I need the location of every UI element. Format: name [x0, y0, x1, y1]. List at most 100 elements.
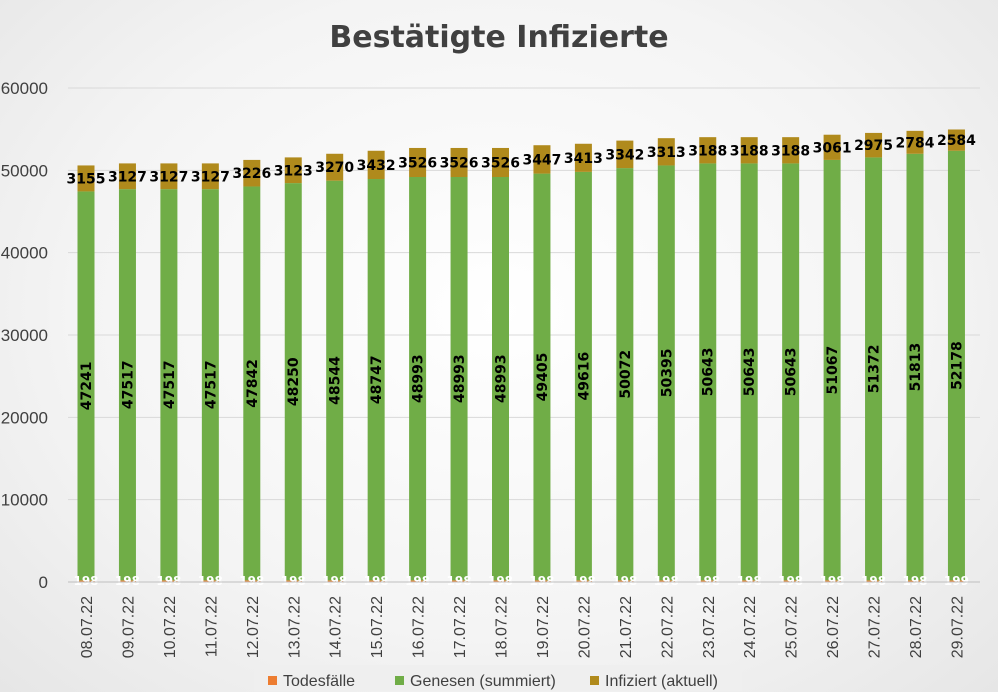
data-label-infiziert: 3526	[398, 155, 437, 171]
bar-infiziert	[367, 150, 385, 180]
legend: Todesfälle Genesen (summiert) Infiziert (a…	[254, 665, 742, 691]
data-label-infiziert: 3413	[564, 151, 603, 167]
data-label-infiziert: 3127	[108, 169, 147, 185]
data-label-todesfaelle: 198	[447, 574, 472, 588]
data-label-infiziert: 3188	[771, 143, 810, 159]
bar-todesfaelle	[201, 580, 219, 582]
bar-genesen	[450, 176, 468, 581]
bar-genesen	[616, 168, 634, 581]
x-tick-label: 12.07.22	[245, 596, 262, 658]
bar-todesfaelle	[409, 580, 427, 582]
data-label-genesen: 51067	[825, 346, 841, 395]
legend-box	[254, 665, 742, 691]
data-label-todesfaelle: 198	[322, 574, 347, 588]
bar-todesfaelle	[77, 580, 95, 582]
data-label-genesen: 48993	[411, 354, 427, 403]
y-tick-label: 60000	[1, 79, 48, 98]
legend-label: Infiziert (aktuell)	[605, 673, 718, 690]
data-label-todesfaelle: 198	[612, 574, 637, 588]
legend-label: Genesen (summiert)	[410, 673, 556, 690]
y-tick-label: 10000	[1, 491, 48, 510]
x-tick-label: 17.07.22	[452, 596, 469, 658]
data-label-todesfaelle: 198	[198, 574, 223, 588]
x-tick-label: 13.07.22	[286, 596, 303, 658]
x-tick-label: 29.07.22	[949, 596, 966, 658]
data-label-genesen: 50643	[701, 348, 717, 397]
bar-genesen	[740, 163, 758, 581]
bar-todesfaelle	[947, 580, 965, 582]
data-label-infiziert: 3313	[647, 145, 686, 161]
data-label-genesen: 47842	[245, 359, 261, 408]
bar-todesfaelle	[284, 580, 302, 582]
data-label-todesfaelle: 198	[820, 574, 845, 588]
data-label-genesen: 51372	[867, 345, 883, 394]
data-label-genesen: 50643	[784, 348, 800, 397]
data-label-todesfaelle: 198	[571, 574, 596, 588]
bar-genesen	[906, 153, 924, 581]
bar-infiziert	[740, 137, 758, 164]
data-label-todesfaelle: 198	[239, 574, 264, 588]
x-tick-label: 27.07.22	[867, 596, 884, 658]
bar-genesen	[118, 189, 136, 581]
data-label-todesfaelle: 198	[115, 574, 140, 588]
x-tick-label: 25.07.22	[784, 596, 801, 658]
bar-infiziert	[284, 157, 302, 184]
bar-infiziert	[823, 134, 841, 160]
data-label-genesen: 50072	[618, 350, 634, 399]
grid	[68, 87, 980, 583]
bar-genesen	[284, 183, 302, 581]
bar-genesen	[699, 163, 717, 581]
bar-genesen	[326, 180, 344, 581]
bar-infiziert	[492, 147, 509, 177]
data-label-todesfaelle: 198	[695, 574, 720, 588]
bar-genesen	[492, 176, 509, 581]
bar-infiziert	[533, 145, 551, 174]
bar-infiziert	[243, 159, 261, 187]
bar-todesfaelle	[865, 580, 883, 582]
bar-todesfaelle	[906, 580, 924, 582]
bar-todesfaelle	[699, 580, 717, 582]
data-label-infiziert: 3127	[149, 169, 188, 185]
bar-genesen	[947, 150, 965, 581]
data-label-todesfaelle: 198	[778, 574, 803, 588]
data-label-genesen: 47517	[162, 360, 178, 409]
bar-todesfaelle	[574, 580, 592, 582]
bar-genesen	[657, 165, 675, 581]
x-tick-label: 20.07.22	[576, 596, 593, 658]
bar-infiziert	[118, 163, 136, 190]
x-tick-label: 18.07.22	[494, 596, 511, 658]
bar-todesfaelle	[492, 580, 509, 582]
data-label-genesen: 50643	[742, 348, 758, 397]
bar-genesen	[823, 159, 841, 581]
x-tick-label: 19.07.22	[535, 596, 552, 658]
data-label-genesen: 48747	[369, 355, 385, 404]
legend-swatch	[395, 676, 404, 685]
bar-todesfaelle	[160, 580, 178, 582]
y-tick-label: 20000	[1, 408, 48, 427]
bar-genesen	[367, 179, 385, 581]
x-tick-label: 24.07.22	[742, 596, 759, 658]
x-axis: 08.07.22 09.07.22 10.07.22 11.07.22 12.07.22…	[68, 581, 980, 658]
bar-infiziert	[699, 137, 717, 164]
legend-swatch	[268, 676, 277, 685]
bar-genesen	[409, 176, 427, 581]
data-label-infiziert: 3188	[688, 143, 727, 159]
y-tick-label: 0	[39, 573, 48, 592]
x-tick-label: 28.07.22	[908, 596, 925, 658]
data-label-infiziert: 3526	[481, 155, 520, 171]
bar-infiziert	[906, 130, 924, 154]
bar-infiziert	[947, 129, 965, 151]
bar-todesfaelle	[367, 580, 385, 582]
x-tick-label: 09.07.22	[120, 596, 137, 658]
data-label-todesfaelle: 198	[405, 574, 430, 588]
bar-infiziert	[865, 132, 883, 158]
legend-swatch	[590, 676, 599, 685]
bar-infiziert	[574, 143, 592, 172]
data-label-genesen: 48993	[452, 354, 468, 403]
bar-infiziert	[450, 147, 468, 177]
bar-genesen	[533, 173, 551, 581]
bar-todesfaelle	[450, 580, 468, 582]
bar-infiziert	[77, 165, 95, 192]
bar-todesfaelle	[657, 580, 675, 582]
